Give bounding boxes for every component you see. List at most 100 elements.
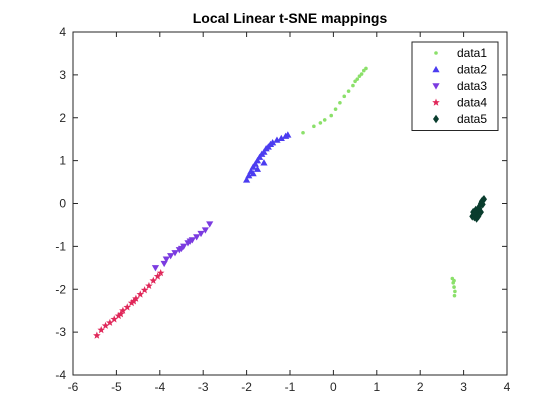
x-tick-label: 2 [417, 380, 424, 394]
data-point [260, 159, 268, 166]
x-tick-label: -4 [154, 380, 165, 394]
x-tick-label: -5 [111, 380, 122, 394]
data-point [318, 121, 323, 125]
series-data5 [469, 195, 487, 223]
data-point [260, 148, 268, 155]
chart-title: Local Linear t-SNE mappings [193, 10, 388, 26]
data-point [116, 310, 125, 318]
data-point [145, 281, 153, 290]
data-point [132, 294, 140, 302]
data-point [160, 260, 168, 268]
plot-area [93, 66, 487, 339]
y-tick-label: 2 [59, 111, 66, 125]
x-tick-label: -6 [68, 380, 79, 394]
data-point [346, 89, 351, 93]
legend-entry: data3 [432, 79, 487, 93]
data-point [171, 250, 179, 257]
data-point [153, 272, 162, 280]
legend-label: data2 [457, 63, 487, 77]
y-tick-label: 4 [59, 25, 66, 39]
legend-marker [433, 114, 439, 124]
x-tick-label: 1 [373, 380, 380, 394]
data-point [101, 321, 110, 329]
legend-label: data4 [457, 96, 487, 110]
data-point [167, 253, 175, 260]
series-data3 [151, 221, 214, 272]
data-point [206, 221, 214, 228]
data-point [273, 136, 281, 143]
data-point [201, 227, 209, 234]
data-point [129, 297, 138, 305]
axes: -6 -5 -4 -3 -2 -1 0 1 2 3 4 -4 -3 -2 -1 0 1 2 3 4 [55, 25, 510, 394]
data-point [253, 157, 262, 164]
legend-marker [434, 51, 438, 55]
data-point [479, 200, 486, 209]
data-point [453, 289, 457, 294]
data-point [151, 265, 160, 272]
data-point [471, 210, 478, 219]
data-point [277, 134, 285, 142]
data-point [351, 83, 355, 88]
data-point [249, 169, 257, 177]
data-point [156, 268, 165, 277]
data-point [338, 100, 342, 105]
series-data4 [93, 268, 165, 339]
data-point [301, 130, 305, 135]
data-point [193, 234, 201, 241]
x-tick-label: 0 [330, 380, 337, 394]
data-point [284, 131, 292, 138]
x-tick-label: 3 [460, 380, 467, 394]
data-point [333, 107, 338, 111]
data-point [243, 176, 251, 183]
data-point [119, 306, 127, 314]
data-point [149, 276, 158, 284]
series-data1 [301, 66, 457, 298]
data-point [253, 165, 262, 172]
x-tick-label: -3 [198, 380, 209, 394]
data-point [452, 278, 456, 283]
data-point [106, 318, 114, 326]
data-point [269, 139, 277, 146]
legend-entry: data4 [432, 96, 487, 110]
data-point [359, 72, 364, 76]
legend-marker [432, 98, 440, 106]
legend-entry: data2 [432, 63, 487, 77]
y-tick-label: 3 [59, 68, 66, 82]
y-tick-label: -2 [55, 282, 66, 296]
data-point [93, 331, 101, 339]
legend-label: data5 [457, 112, 487, 126]
data-point [114, 311, 123, 320]
data-point [197, 230, 205, 238]
x-tick-label: -1 [285, 380, 296, 394]
data-point [177, 245, 186, 253]
data-point [127, 298, 136, 307]
data-point [140, 286, 149, 294]
data-point [97, 325, 106, 334]
y-tick-label: 1 [59, 154, 66, 168]
y-tick-label: -4 [55, 368, 66, 382]
y-tick-label: 0 [59, 197, 66, 211]
x-tick-label: -2 [241, 380, 252, 394]
data-point [364, 66, 368, 71]
data-point [186, 238, 194, 245]
data-point [452, 293, 457, 298]
data-point [110, 315, 119, 323]
legend-marker [432, 65, 440, 73]
series-data2 [243, 131, 292, 183]
y-tick-label: -3 [55, 325, 66, 339]
data-point [245, 172, 253, 179]
data-point [322, 118, 327, 122]
data-point [342, 94, 347, 99]
legend-label: data1 [457, 46, 487, 60]
legend-entry: data1 [434, 46, 487, 60]
data-point [136, 290, 145, 298]
legend-box [411, 41, 499, 131]
data-point [251, 160, 259, 167]
legend-entry: data5 [433, 112, 487, 126]
legend-marker [432, 83, 440, 90]
data-point [355, 77, 360, 81]
y-tick-label: -1 [55, 239, 66, 253]
data-point [162, 256, 170, 263]
data-point [312, 124, 316, 129]
